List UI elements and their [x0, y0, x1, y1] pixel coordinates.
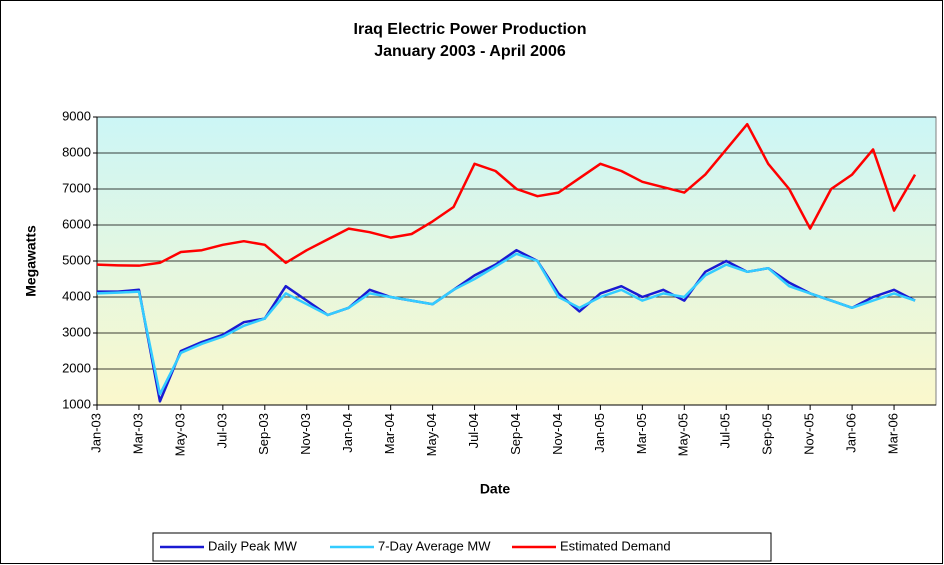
legend-label: 7-Day Average MW	[378, 538, 491, 553]
x-axis-title: Date	[480, 481, 511, 497]
x-tick-label: Mar-04	[382, 413, 397, 454]
x-tick-label: May-05	[676, 413, 691, 456]
x-tick-label: Jan-05	[592, 413, 607, 453]
x-tick-label: Mar-06	[885, 413, 900, 454]
y-tick-label: 1000	[62, 396, 91, 411]
x-tick-label: Nov-03	[298, 413, 313, 455]
x-tick-label: Sep-03	[256, 413, 271, 455]
x-tick-label: Mar-03	[130, 413, 145, 454]
x-tick-label: Jul-03	[214, 413, 229, 448]
data-line	[96, 122, 917, 267]
y-tick-label: 4000	[62, 288, 91, 303]
x-tick-label: May-04	[424, 413, 439, 456]
x-tick-label: Jan-04	[340, 413, 355, 453]
y-tick-label: 7000	[62, 180, 91, 195]
x-tick-label: Sep-04	[508, 413, 523, 455]
x-tick-label: Jan-03	[88, 413, 103, 453]
y-tick-label: 8000	[62, 144, 91, 159]
x-tick-label: Jul-04	[466, 413, 481, 448]
chart-subtitle: January 2003 - April 2006	[374, 43, 566, 60]
x-tick-label: Sep-05	[760, 413, 775, 455]
x-tick-label: Mar-05	[634, 413, 649, 454]
y-tick-label: 5000	[62, 252, 91, 267]
x-tick-label: Nov-04	[550, 413, 565, 455]
data-line	[97, 248, 916, 403]
x-tick-label: Nov-05	[802, 413, 817, 455]
y-tick-label: 2000	[62, 360, 91, 375]
y-tick-label: 6000	[62, 216, 91, 231]
legend	[152, 532, 772, 562]
data-line	[96, 252, 916, 396]
x-tick-label: Jul-05	[718, 413, 733, 448]
chart-title: Iraq Electric Power Production	[354, 21, 587, 38]
y-axis-title: Megawatts	[23, 225, 39, 297]
legend-label: Daily Peak MW	[208, 538, 298, 553]
x-tick-label: May-03	[172, 413, 187, 456]
y-tick-label: 9000	[62, 108, 91, 123]
legend-label: Estimated Demand	[560, 538, 671, 553]
y-tick-label: 3000	[62, 324, 91, 339]
x-tick-label: Jan-06	[844, 413, 859, 453]
